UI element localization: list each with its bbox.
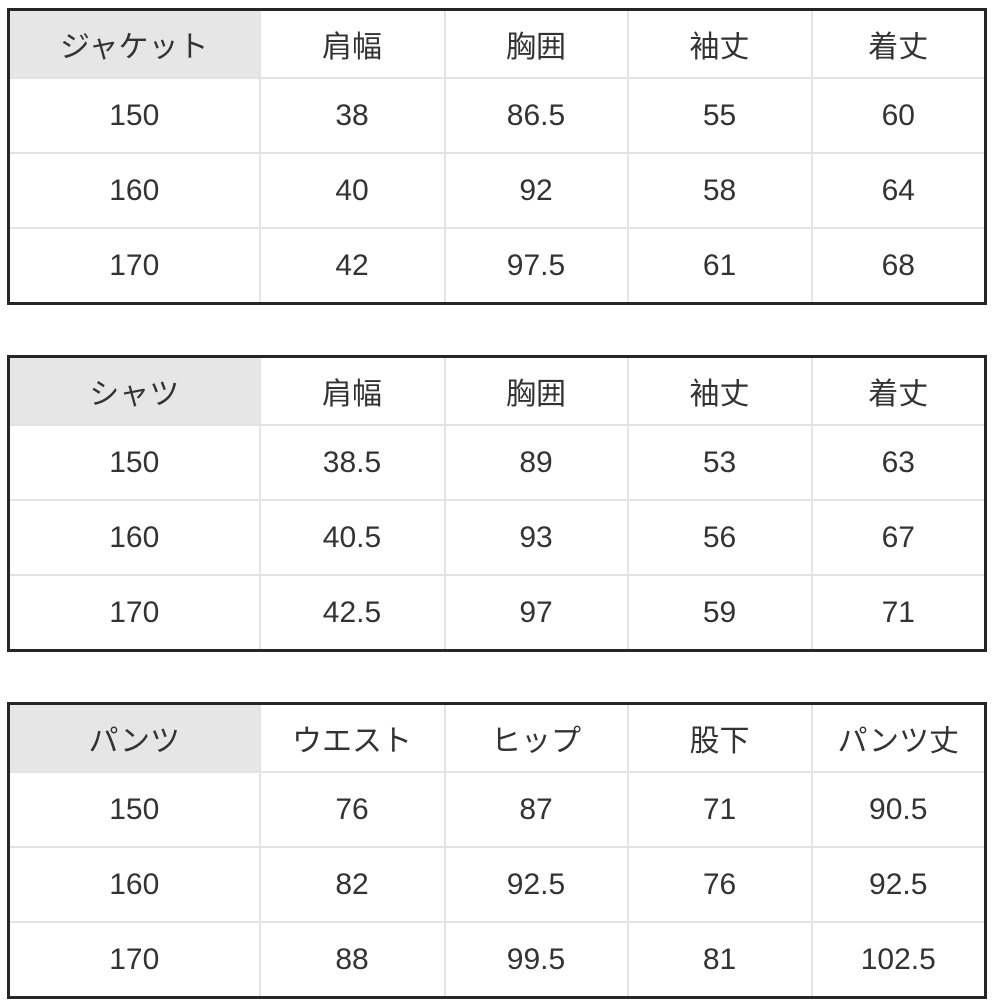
table-row: 170 42.5 97 59 71	[7, 574, 987, 652]
value-cell: 40	[258, 152, 446, 229]
value-cell: 71	[626, 771, 813, 848]
table-row: 160 82 92.5 76 92.5	[7, 846, 987, 923]
size-cell: 160	[7, 499, 261, 576]
value-cell: 90.5	[810, 771, 987, 848]
table-title-pants: パンツ	[7, 702, 261, 773]
column-header-pants-length: パンツ丈	[810, 702, 987, 773]
value-cell: 68	[810, 227, 987, 305]
value-cell: 92.5	[443, 846, 629, 923]
header-row: パンツ ウエスト ヒップ 股下 パンツ丈	[7, 702, 987, 773]
value-cell: 88	[258, 921, 446, 999]
value-cell: 53	[626, 424, 813, 501]
column-header-length: 着丈	[810, 355, 987, 426]
value-cell: 40.5	[258, 499, 446, 576]
table-row: 150 38 86.5 55 60	[7, 77, 987, 154]
size-cell: 170	[7, 574, 261, 652]
value-cell: 42.5	[258, 574, 446, 652]
size-cell: 150	[7, 77, 261, 154]
pants-size-table: パンツ ウエスト ヒップ 股下 パンツ丈 150 76 87 71 90.5 1…	[7, 702, 987, 999]
column-header-chest: 胸囲	[443, 355, 629, 426]
value-cell: 60	[810, 77, 987, 154]
table-title-jacket: ジャケット	[7, 8, 261, 79]
size-cell: 160	[7, 152, 261, 229]
size-cell: 150	[7, 771, 261, 848]
column-header-chest: 胸囲	[443, 8, 629, 79]
value-cell: 76	[626, 846, 813, 923]
column-header-shoulder: 肩幅	[258, 8, 446, 79]
table-row: 160 40 92 58 64	[7, 152, 987, 229]
size-cell: 150	[7, 424, 261, 501]
value-cell: 99.5	[443, 921, 629, 999]
column-header-length: 着丈	[810, 8, 987, 79]
value-cell: 38	[258, 77, 446, 154]
shirt-size-table: シャツ 肩幅 胸囲 袖丈 着丈 150 38.5 89 53 63 160 40…	[7, 355, 987, 652]
value-cell: 97	[443, 574, 629, 652]
value-cell: 59	[626, 574, 813, 652]
value-cell: 56	[626, 499, 813, 576]
value-cell: 97.5	[443, 227, 629, 305]
value-cell: 38.5	[258, 424, 446, 501]
header-row: シャツ 肩幅 胸囲 袖丈 着丈	[7, 355, 987, 426]
column-header-sleeve: 袖丈	[626, 8, 813, 79]
size-cell: 170	[7, 227, 261, 305]
header-row: ジャケット 肩幅 胸囲 袖丈 着丈	[7, 8, 987, 79]
value-cell: 81	[626, 921, 813, 999]
value-cell: 76	[258, 771, 446, 848]
column-header-sleeve: 袖丈	[626, 355, 813, 426]
value-cell: 42	[258, 227, 446, 305]
value-cell: 63	[810, 424, 987, 501]
value-cell: 87	[443, 771, 629, 848]
value-cell: 89	[443, 424, 629, 501]
column-header-shoulder: 肩幅	[258, 355, 446, 426]
value-cell: 61	[626, 227, 813, 305]
value-cell: 55	[626, 77, 813, 154]
value-cell: 58	[626, 152, 813, 229]
table-row: 150 38.5 89 53 63	[7, 424, 987, 501]
table-row: 160 40.5 93 56 67	[7, 499, 987, 576]
column-header-waist: ウエスト	[258, 702, 446, 773]
value-cell: 64	[810, 152, 987, 229]
size-cell: 160	[7, 846, 261, 923]
table-row: 170 88 99.5 81 102.5	[7, 921, 987, 999]
value-cell: 86.5	[443, 77, 629, 154]
table-title-shirt: シャツ	[7, 355, 261, 426]
column-header-inseam: 股下	[626, 702, 813, 773]
value-cell: 93	[443, 499, 629, 576]
value-cell: 67	[810, 499, 987, 576]
table-row: 150 76 87 71 90.5	[7, 771, 987, 848]
size-cell: 170	[7, 921, 261, 999]
value-cell: 71	[810, 574, 987, 652]
value-cell: 92	[443, 152, 629, 229]
value-cell: 82	[258, 846, 446, 923]
value-cell: 92.5	[810, 846, 987, 923]
table-row: 170 42 97.5 61 68	[7, 227, 987, 305]
column-header-hip: ヒップ	[443, 702, 629, 773]
jacket-size-table: ジャケット 肩幅 胸囲 袖丈 着丈 150 38 86.5 55 60 160 …	[7, 8, 987, 305]
value-cell: 102.5	[810, 921, 987, 999]
